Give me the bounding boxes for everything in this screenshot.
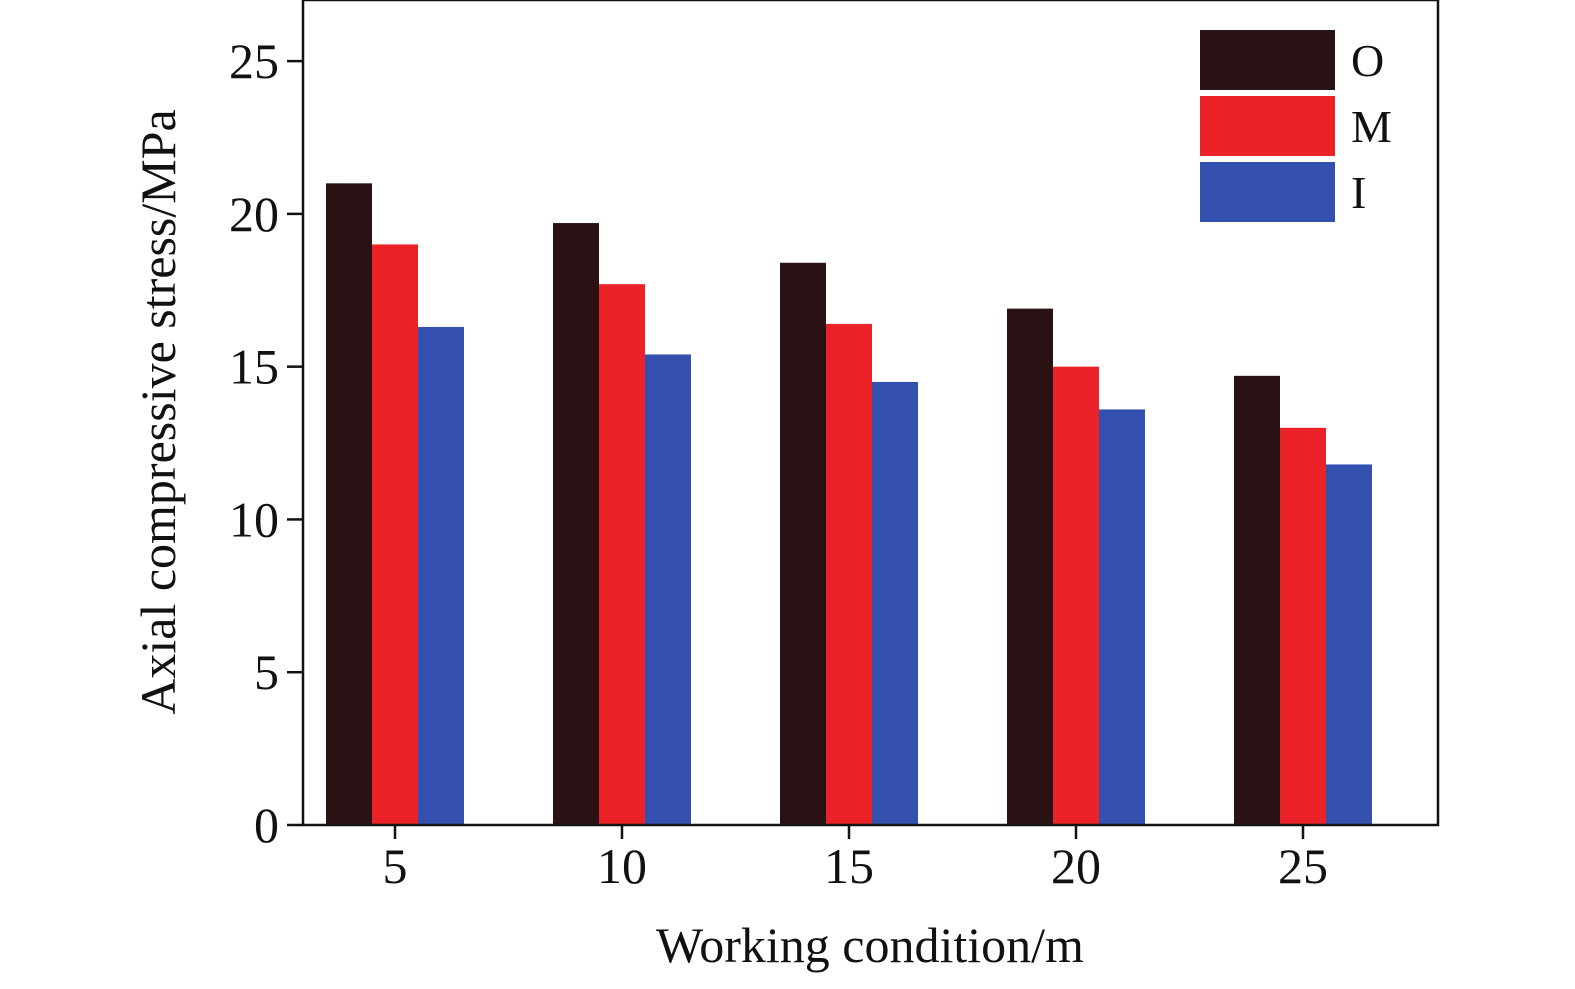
y-tick-label: 10 [229,491,279,547]
legend: OMI [1200,30,1392,222]
bar-o-25 [1234,375,1280,825]
bars-layer [326,183,1372,826]
bar-i-10 [645,354,691,825]
x-axis-title: Working condition/m [656,917,1084,973]
y-axis: 0 5 10 15 20 25 [229,33,303,853]
x-tick-label: 20 [1051,838,1101,894]
bar-i-25 [1326,464,1372,825]
legend-swatch-m [1200,96,1335,156]
bar-m-20 [1053,366,1099,825]
bar-m-5 [372,244,418,825]
y-tick-label: 15 [229,339,279,395]
x-tick-label: 5 [383,838,408,894]
x-tick-label: 25 [1278,838,1328,894]
x-tick-label: 15 [824,838,874,894]
plot-frame [301,0,1440,827]
x-tick-label: 10 [597,838,647,894]
y-axis-title: Axial compressive stress/MPa [130,109,186,714]
bar-o-15 [780,262,826,825]
bar-i-15 [872,381,918,825]
x-axis: 5 10 15 20 25 [383,825,1328,894]
bar-m-10 [599,284,645,826]
bar-o-5 [326,183,372,826]
y-tick-label: 25 [229,33,279,89]
legend-swatch-i [1200,162,1335,222]
legend-label-o: O [1351,35,1384,86]
bar-i-5 [418,326,464,825]
legend-label-i: I [1351,167,1366,218]
y-tick-label: 0 [254,797,279,853]
bar-o-10 [553,223,599,826]
bar-o-20 [1007,308,1053,826]
bar-i-20 [1099,409,1145,825]
bar-m-15 [826,323,872,825]
legend-label-m: M [1351,101,1392,152]
legend-swatch-o [1200,30,1335,90]
bar-m-25 [1280,427,1326,825]
y-tick-label: 5 [254,644,279,700]
y-tick-label: 20 [229,186,279,242]
